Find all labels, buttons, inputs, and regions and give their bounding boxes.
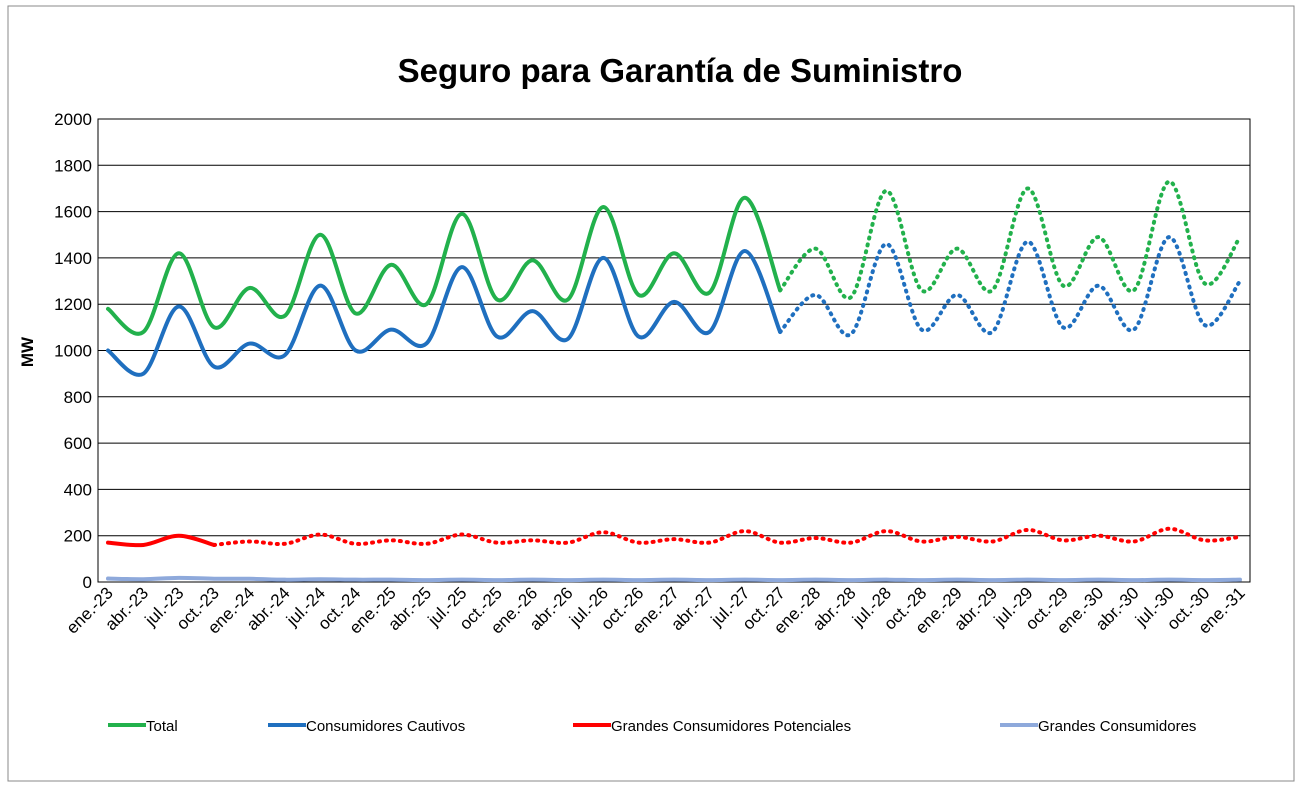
line bbox=[106, 248, 783, 377]
y-tick-label: 600 bbox=[64, 434, 92, 453]
y-tick-label: 1000 bbox=[54, 342, 92, 361]
chart-title: Seguro para Garantía de Suministro bbox=[398, 52, 963, 89]
legend-label: Consumidores Cautivos bbox=[306, 718, 465, 735]
y-tick-label: 200 bbox=[64, 527, 92, 546]
frame bbox=[7, 5, 1295, 782]
y-tick-label: 2000 bbox=[54, 110, 92, 129]
y-axis-label: MW bbox=[18, 336, 37, 367]
legend-label: Grandes Consumidores bbox=[1038, 718, 1196, 735]
y-tick-label: 1600 bbox=[54, 203, 92, 222]
projected-line bbox=[778, 179, 1242, 301]
line bbox=[106, 575, 1242, 583]
y-tick-label: 1800 bbox=[54, 156, 92, 175]
line bbox=[106, 195, 783, 336]
projected-line bbox=[778, 235, 1242, 338]
legend-label: Grandes Consumidores Potenciales bbox=[611, 718, 851, 735]
line bbox=[106, 533, 217, 548]
y-tick-label: 800 bbox=[64, 388, 92, 407]
y-tick-label: 400 bbox=[64, 480, 92, 499]
legend-label: Total bbox=[146, 718, 178, 735]
y-tick-label: 1400 bbox=[54, 249, 92, 268]
y-tick-label: 0 bbox=[83, 573, 92, 592]
y-tick-label: 1200 bbox=[54, 295, 92, 314]
projected-line bbox=[212, 526, 1242, 547]
